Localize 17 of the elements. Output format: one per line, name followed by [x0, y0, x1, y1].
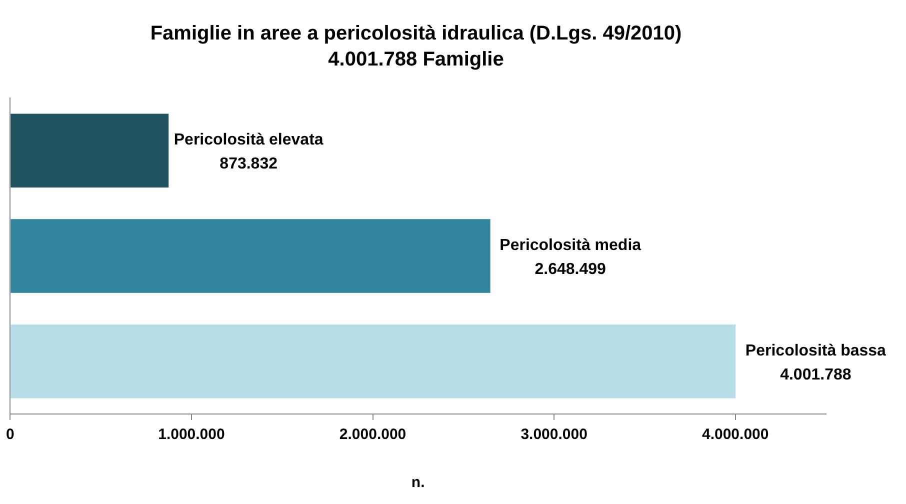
chart-subtitle: 4.001.788 Famiglie: [328, 48, 504, 71]
data-label: 2.648.499: [534, 261, 606, 278]
data-label: 873.832: [220, 156, 278, 173]
data-label: 4.001.788: [780, 366, 852, 384]
x-tick-label: 0: [6, 426, 14, 444]
x-tick-label: 4.000.000: [702, 426, 769, 444]
x-tick-label: 2.000.000: [339, 426, 406, 444]
x-tick-label: 3.000.000: [520, 426, 588, 444]
chart-title: Famiglie in aree a pericolosità idraulica (D.Lgs. 49/2010): [150, 22, 682, 45]
y-tick-label: Pericolosità bassa: [745, 342, 886, 360]
x-tick-label: 1.000.000: [158, 426, 225, 444]
y-tick-label: Pericolosità elevata: [174, 132, 324, 149]
bar: [10, 114, 169, 188]
y-tick-label: Pericolosità media: [500, 237, 642, 254]
bar: [10, 324, 736, 398]
x-axis-title: n.: [411, 474, 425, 492]
bar: [10, 219, 490, 293]
